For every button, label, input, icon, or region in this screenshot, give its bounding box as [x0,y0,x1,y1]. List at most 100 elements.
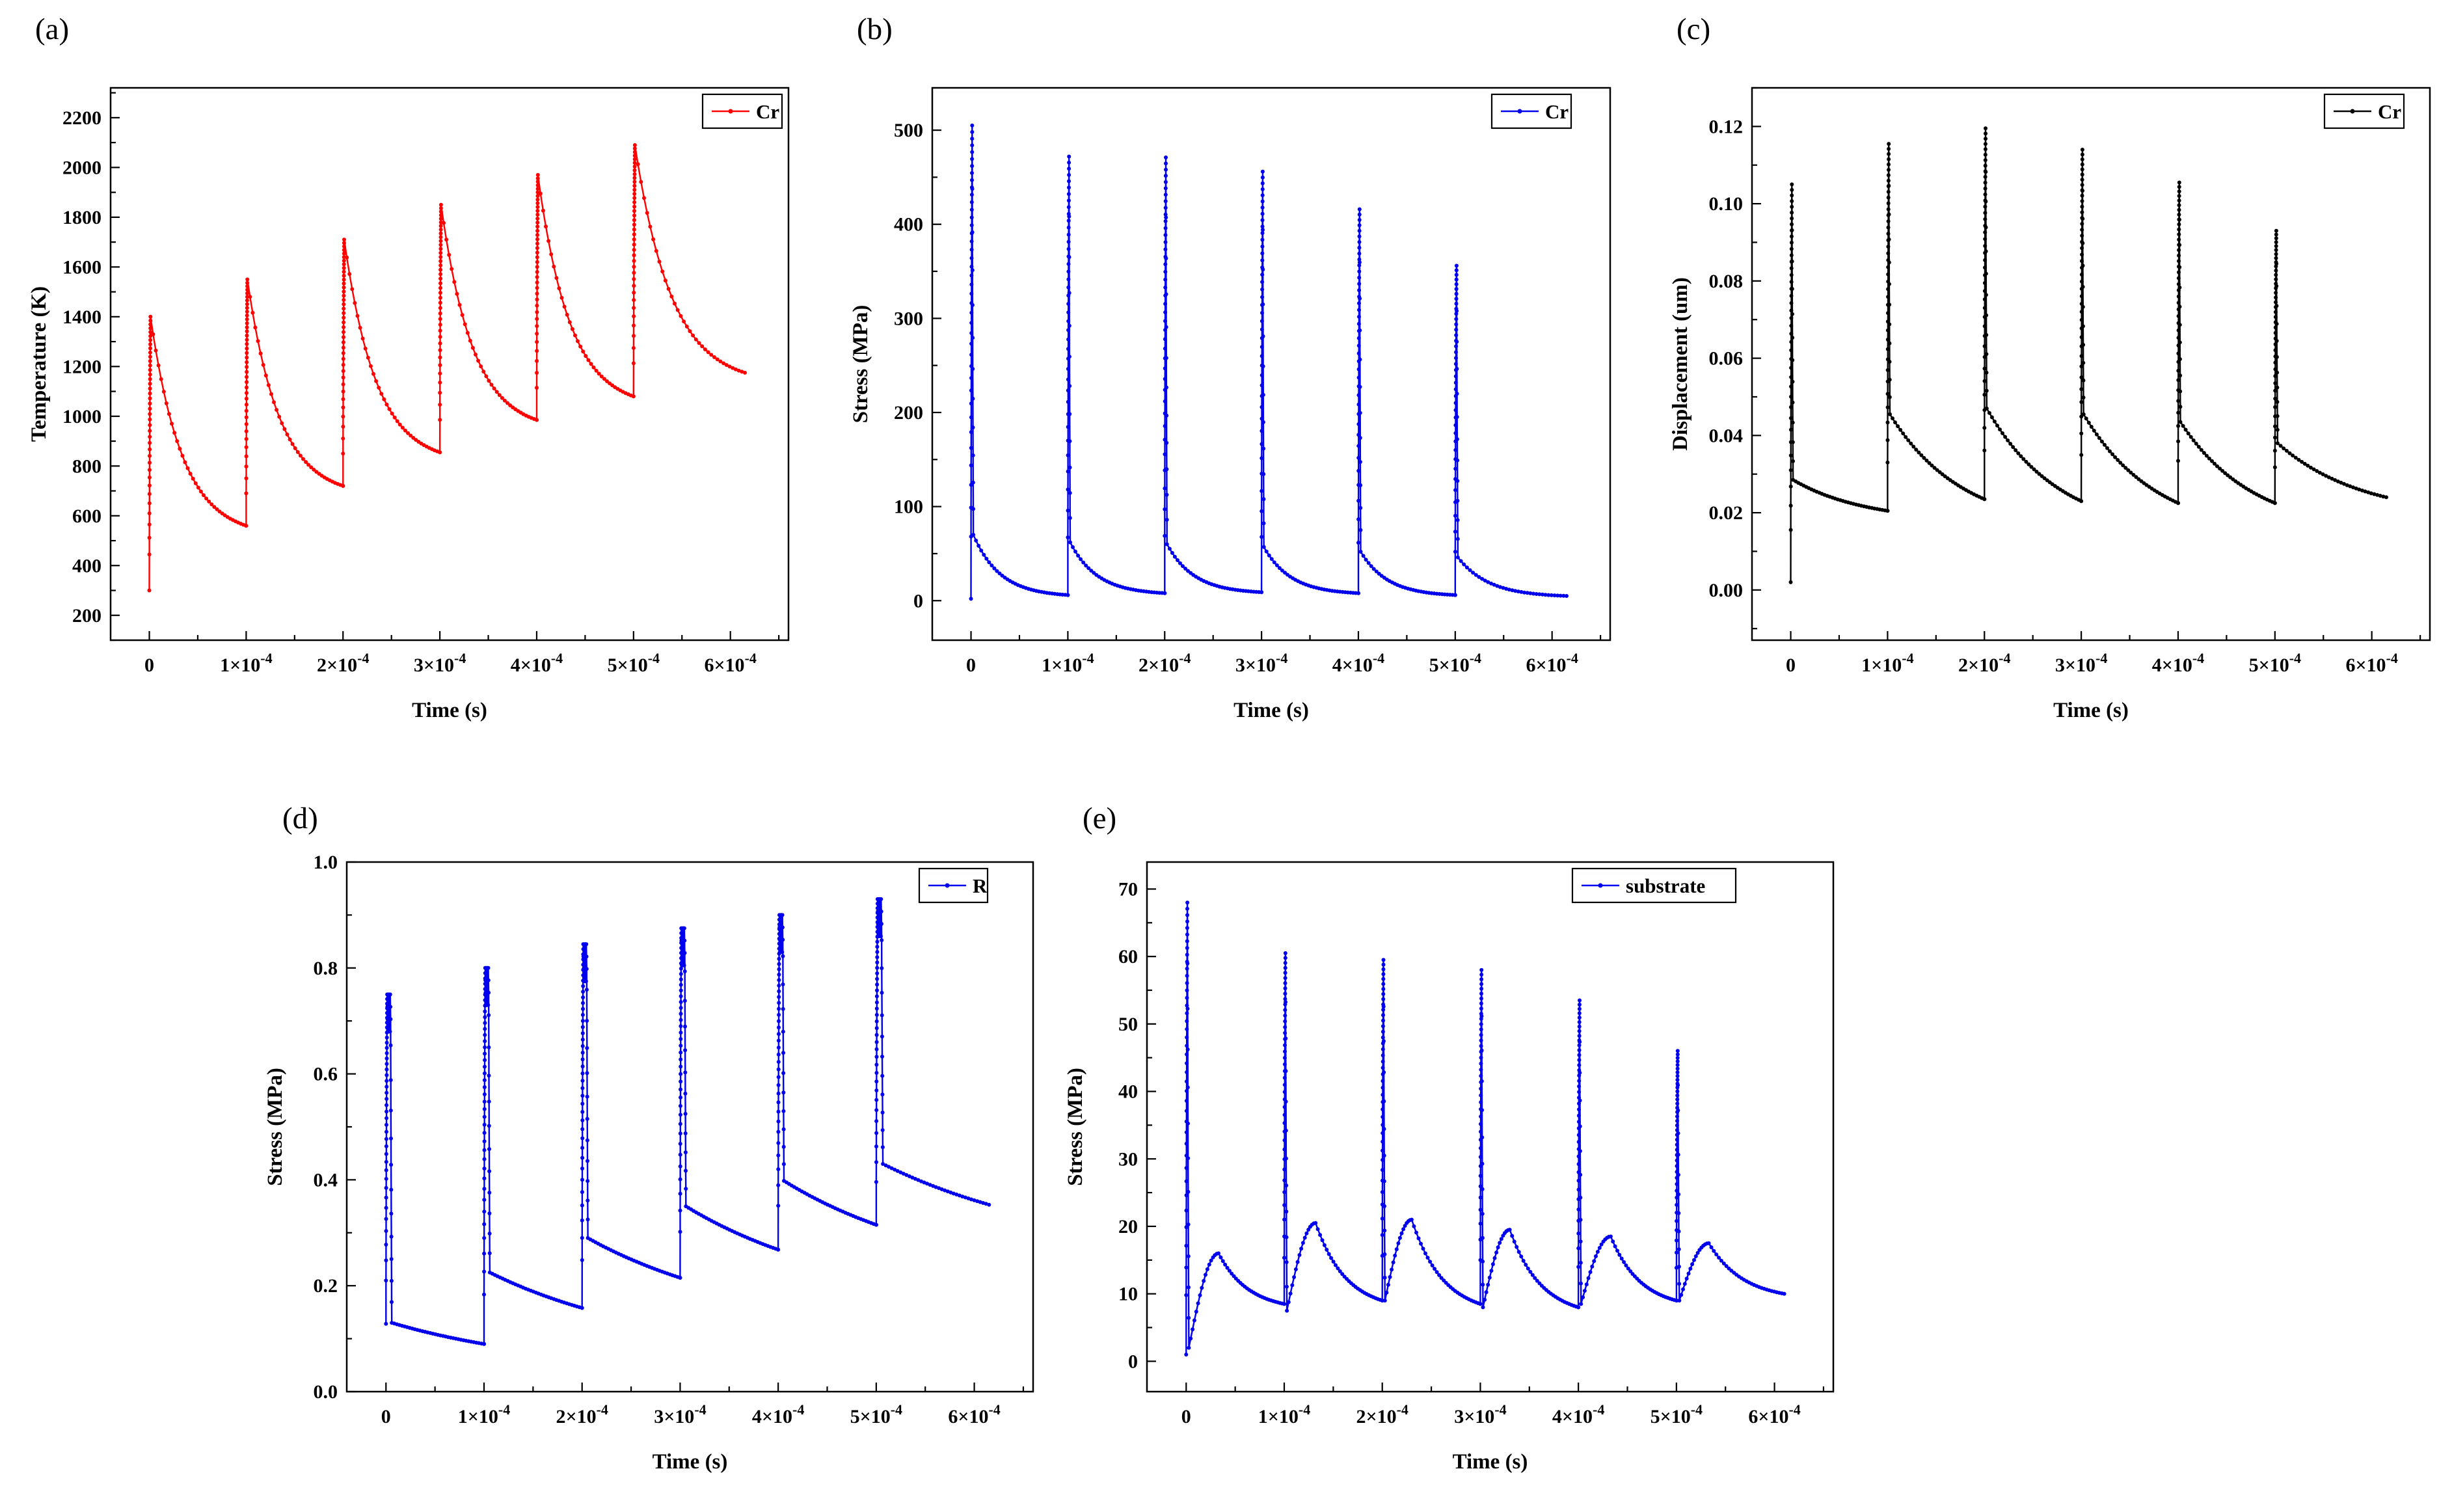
x-tick-label: 1×10-4 [458,1401,510,1427]
series-markers [384,897,991,1346]
x-tick-label: 6×10-4 [704,650,756,676]
y-tick-label: 0.8 [314,958,338,979]
x-tick-label: 0 [1181,1406,1191,1427]
legend-label: Cr [756,100,779,123]
y-tick-label: 40 [1118,1081,1138,1103]
y-tick-label: 200 [894,402,923,424]
legend: Cr [2323,93,2405,129]
panel-label-c: (c) [1677,12,1711,46]
y-tick-label: 400 [72,555,101,576]
y-axis-title: Temperature (K) [27,286,51,442]
legend-label: Cr [2378,100,2401,123]
series-markers [969,123,1569,601]
y-tick-label: 70 [1118,878,1138,900]
y-tick-label: 2200 [62,107,101,129]
y-tick-label: 0.12 [1709,116,1744,137]
plot-area: 0 1×10-4 2×10-4 3×10-4 4×10-4 5×10-4 6×10-4 0 10… [1064,861,1835,1474]
plot-area: 0 1×10-4 2×10-4 3×10-4 4×10-4 5×10-4 6×10-4 0.0… [1669,87,2431,722]
axis-ticks [111,92,780,641]
y-tick-label: 0.02 [1709,502,1744,524]
x-tick-label: 5×10-4 [1651,1401,1703,1427]
tick-labels: 0 1×10-4 2×10-4 3×10-4 4×10-4 5×10-4 6×10-4 0 10… [1118,878,1801,1427]
y-tick-label: 300 [894,308,923,329]
x-tick-label: 6×10-4 [2345,650,2397,676]
tick-labels: 0 1×10-4 2×10-4 3×10-4 4×10-4 5×10-4 6×10-4 0.0… [1709,116,2398,676]
x-tick-label: 4×10-4 [511,650,563,676]
panel-d: (d) 0 1×10-4 2×10-4 3×10-4 4×10-4 5×10-4 6×10-… [259,771,1059,1512]
y-tick-label: 0.2 [314,1275,338,1297]
x-tick-label: 6×10-4 [948,1401,1000,1427]
series-line [970,125,1567,599]
legend: R [918,867,989,904]
y-tick-label: 0.6 [314,1064,338,1085]
axis-ticks [1147,888,1825,1392]
x-tick-label: 5×10-4 [608,650,660,676]
y-tick-label: 0.4 [314,1169,338,1191]
y-tick-label: 2000 [62,157,101,178]
x-tick-label: 3×10-4 [1454,1401,1506,1427]
x-tick-label: 4×10-4 [752,1401,804,1427]
plot-area: 0 1×10-4 2×10-4 3×10-4 4×10-4 5×10-4 6×10-4 200… [27,87,790,722]
x-tick-label: 2×10-4 [1139,650,1191,676]
legend: Cr [1490,93,1572,129]
x-tick-label: 2×10-4 [317,650,369,676]
legend-label: Cr [1545,100,1569,123]
y-tick-label: 1400 [62,306,101,328]
x-tick-label: 4×10-4 [1552,1401,1604,1427]
y-tick-label: 50 [1118,1014,1138,1035]
x-tick-label: 1×10-4 [1042,650,1094,676]
legend: Cr [701,93,783,129]
x-tick-label: 2×10-4 [1356,1401,1408,1427]
x-tick-label: 4×10-4 [2152,650,2204,676]
x-tick-label: 3×10-4 [654,1401,706,1427]
y-tick-label: 30 [1118,1148,1138,1170]
y-axis-title: Stress (MPa) [849,305,872,424]
x-tick-label: 6×10-4 [1748,1401,1800,1427]
legend-marker [2350,109,2355,114]
y-tick-label: 800 [72,455,101,477]
series-markers [1184,900,1786,1357]
y-tick-label: 60 [1118,946,1138,967]
tick-labels: 0 1×10-4 2×10-4 3×10-4 4×10-4 5×10-4 6×10-4 0 10… [894,120,1578,676]
y-tick-label: 0 [913,590,923,612]
legend-label: R [973,874,988,897]
panel-b: (b) 0 1×10-4 2×10-4 3×10-4 4×10-4 5×10-4 6×10-… [841,8,1628,763]
panel-label-b: (b) [857,12,893,46]
y-tick-label: 1000 [62,406,101,427]
y-tick-label: 400 [894,214,923,236]
legend-marker [1598,883,1603,888]
y-axis-title: Stress (MPa) [263,1068,287,1186]
x-tick-label: 0 [381,1406,391,1427]
x-axis-title: Time (s) [2053,699,2129,722]
axis-ticks [1752,87,2421,640]
series-markers [147,143,747,593]
x-tick-label: 5×10-4 [850,1401,902,1427]
y-tick-label: 1.0 [314,852,338,873]
chart-stress-substrate: 0 1×10-4 2×10-4 3×10-4 4×10-4 5×10-4 6×10-4 0 10… [1064,861,1835,1474]
legend-marker [1517,109,1522,114]
x-axis-title: Time (s) [412,699,487,722]
y-axis-title: Stress (MPa) [1064,1068,1087,1186]
x-tick-label: 0 [1786,655,1796,676]
panel-a: (a) 0 1×10-4 2×10-4 3×10-4 4×10-4 5×10-4 6×10-… [20,8,807,763]
y-tick-label: 0.08 [1709,271,1744,292]
x-tick-label: 4×10-4 [1332,650,1384,676]
panel-e: (e) 0 1×10-4 2×10-4 3×10-4 4×10-4 5×10-4 6×10-… [1059,771,1859,1512]
x-tick-label: 3×10-4 [414,650,466,676]
x-tick-label: 1×10-4 [1258,1401,1310,1427]
chart-temperature-cr: 0 1×10-4 2×10-4 3×10-4 4×10-4 5×10-4 6×10-4 200… [27,87,790,722]
x-tick-label: 5×10-4 [2249,650,2301,676]
y-tick-label: 10 [1118,1284,1138,1305]
x-tick-label: 0 [966,655,976,676]
x-tick-label: 5×10-4 [1429,650,1481,676]
y-tick-label: 1800 [62,207,101,228]
y-tick-label: 500 [894,120,923,141]
x-axis-title: Time (s) [1453,1450,1528,1474]
y-tick-label: 1600 [62,256,101,278]
panel-label-a: (a) [35,12,70,46]
chart-stress-cr: 0 1×10-4 2×10-4 3×10-4 4×10-4 5×10-4 6×10-4 0 10… [849,87,1611,722]
chart-stress-r: 0 1×10-4 2×10-4 3×10-4 4×10-4 5×10-4 6×10-4 0.0… [263,852,1034,1474]
x-tick-label: 6×10-4 [1526,650,1578,676]
x-tick-label: 1×10-4 [220,650,272,676]
